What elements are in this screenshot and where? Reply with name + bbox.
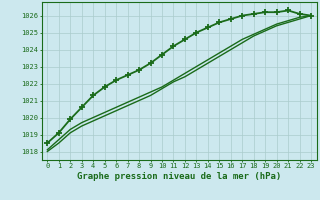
X-axis label: Graphe pression niveau de la mer (hPa): Graphe pression niveau de la mer (hPa) [77, 172, 281, 181]
